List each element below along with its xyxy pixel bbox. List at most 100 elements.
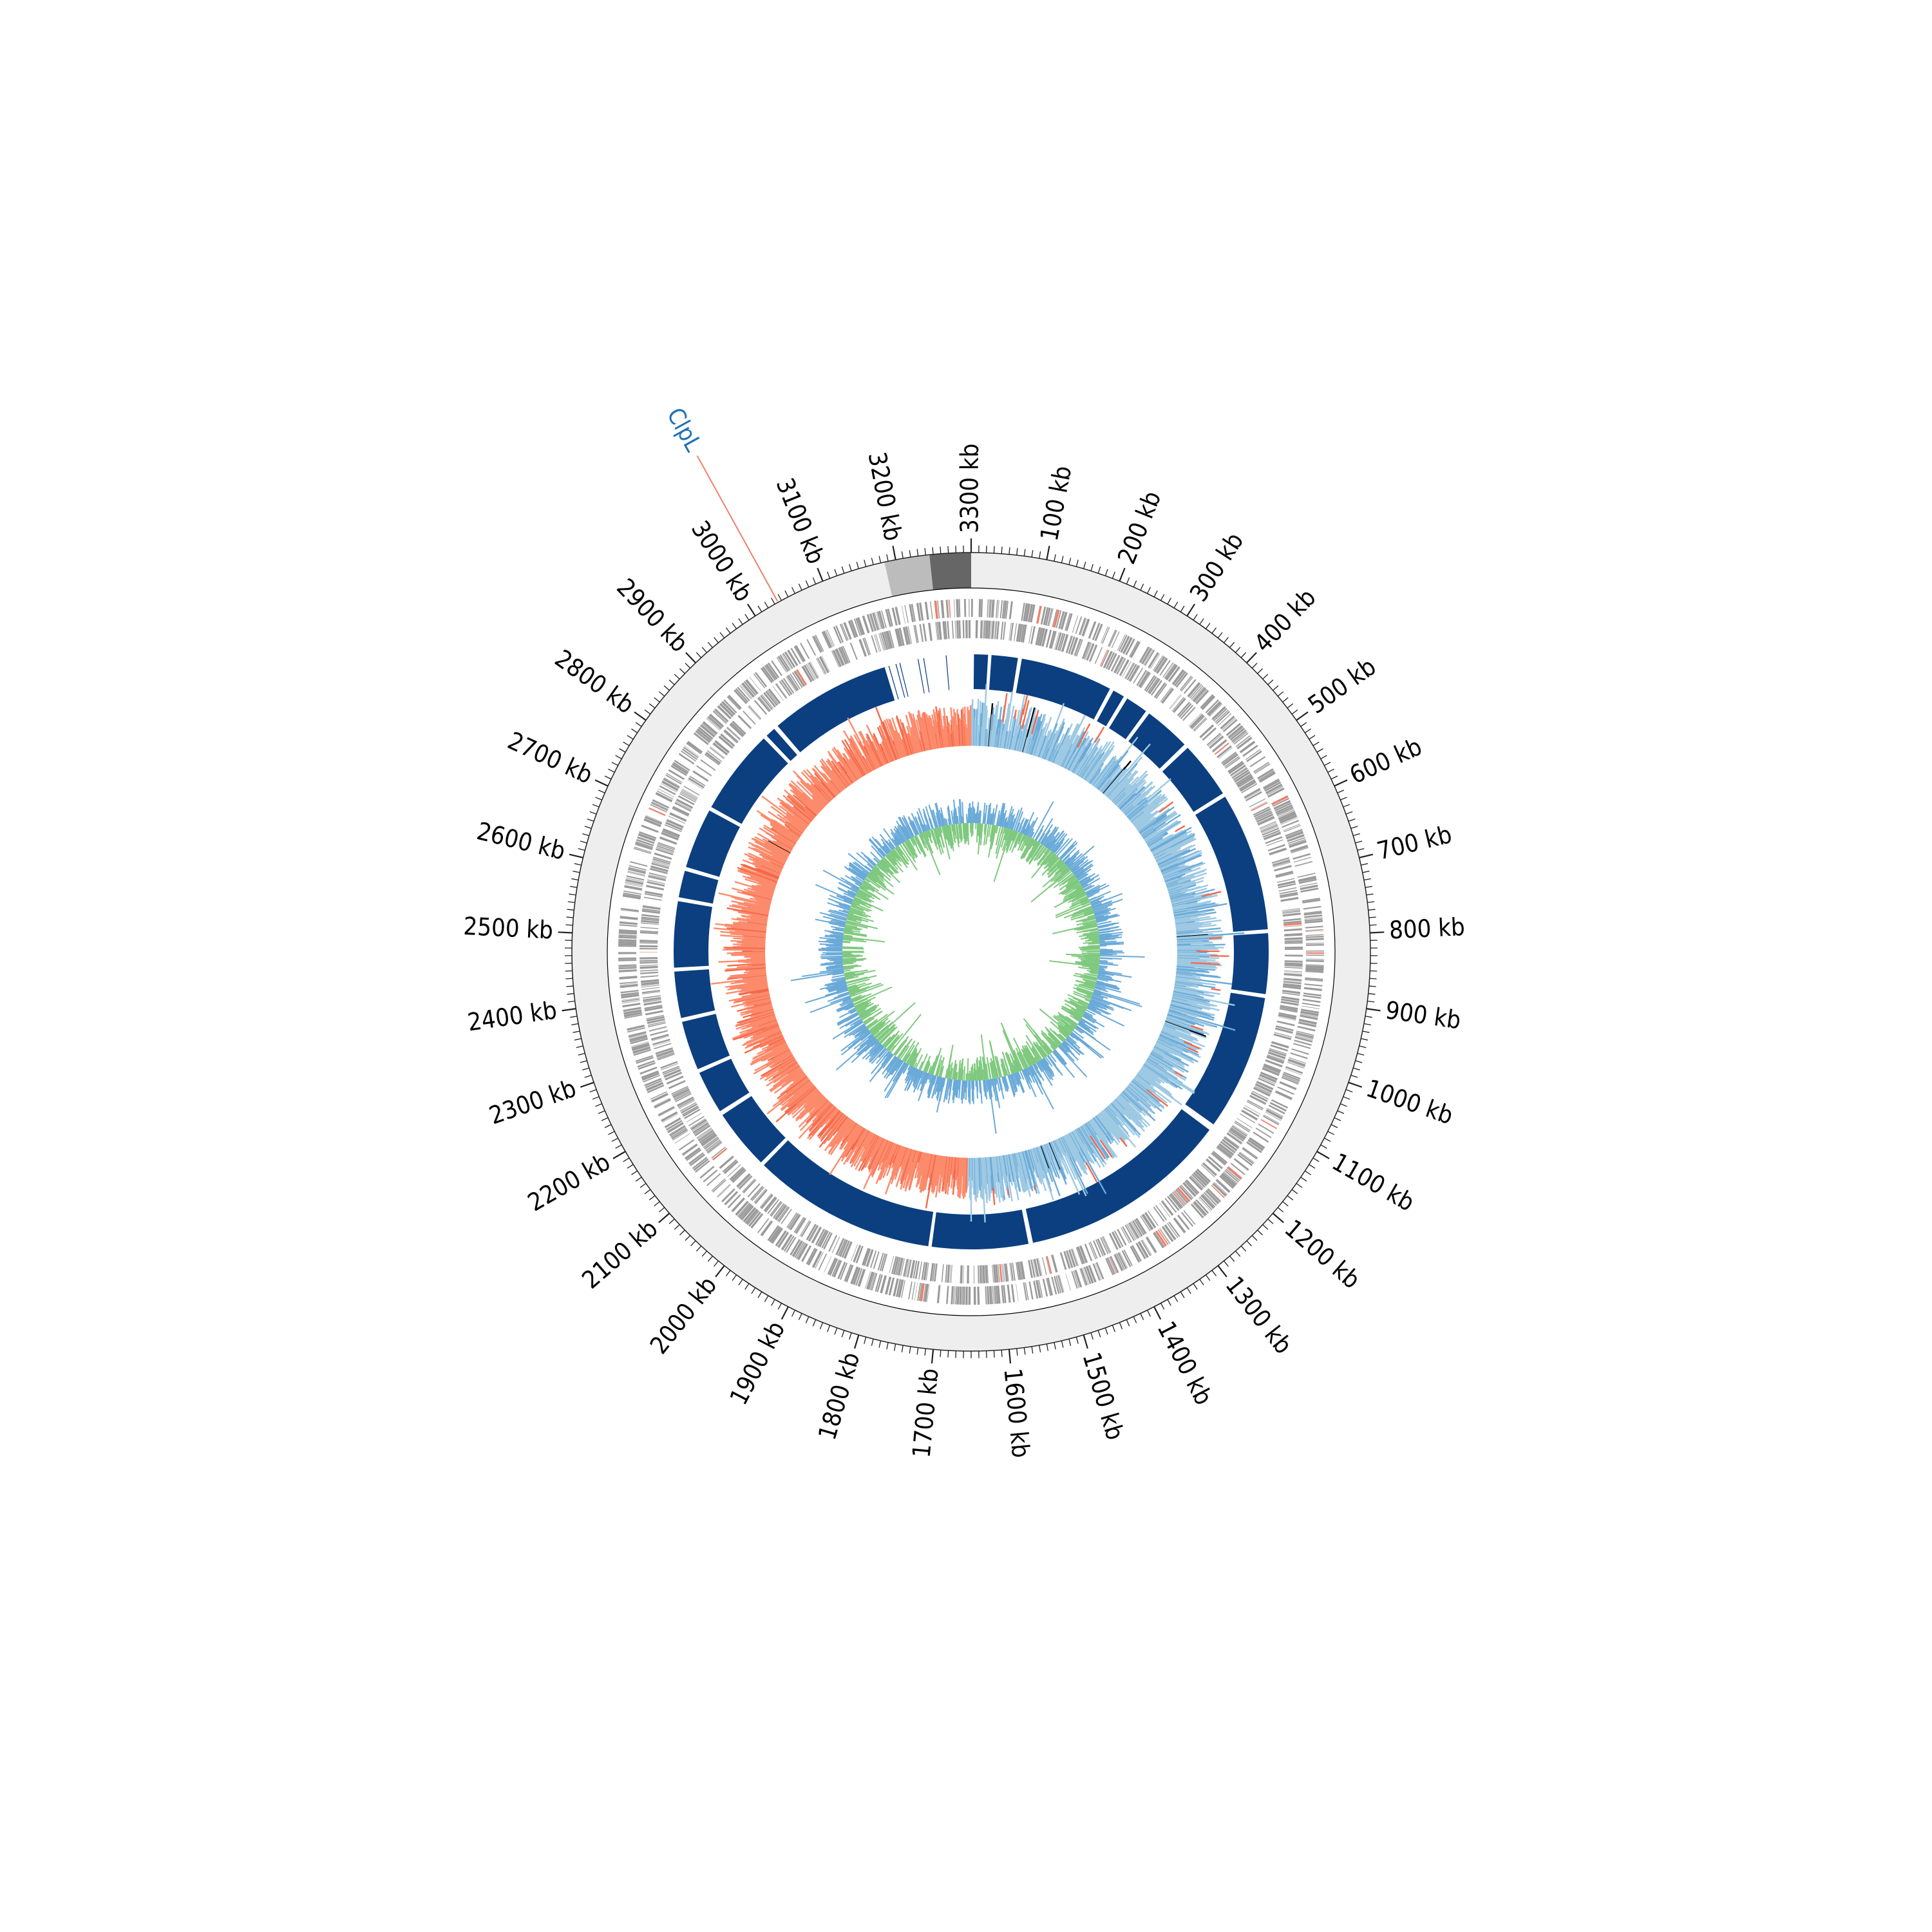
minor-tick xyxy=(1211,1270,1217,1276)
gene-feature xyxy=(1170,695,1182,710)
gene-feature xyxy=(1121,1227,1130,1244)
gene-feature xyxy=(1266,839,1283,846)
gene-feature xyxy=(795,1242,806,1259)
gene-feature xyxy=(656,845,674,853)
minor-tick xyxy=(777,1303,782,1310)
gene-feature xyxy=(618,935,637,938)
minor-tick xyxy=(685,663,691,668)
gene-feature xyxy=(767,1199,779,1215)
gene-feature xyxy=(1245,749,1261,761)
tick-label: 2600 kb xyxy=(474,817,568,866)
gene-feature xyxy=(1101,626,1108,643)
gene-feature xyxy=(1155,683,1168,699)
gene-feature xyxy=(1284,954,1303,957)
gene-feature xyxy=(906,626,911,645)
gene-feature xyxy=(674,759,690,772)
gene-feature xyxy=(1079,1245,1088,1264)
minor-tick xyxy=(757,605,762,612)
gene-feature xyxy=(696,765,712,777)
gene-feature xyxy=(1195,1170,1209,1185)
gene-feature xyxy=(655,791,673,802)
gene-feature xyxy=(1303,905,1321,910)
gene-feature xyxy=(1260,824,1278,831)
gene-feature xyxy=(649,807,666,817)
gene-feature xyxy=(1205,699,1218,713)
gene-feature xyxy=(862,1247,870,1266)
gene-feature xyxy=(667,1122,684,1133)
gene-feature xyxy=(718,735,734,749)
gene-feature xyxy=(1170,1193,1182,1209)
gene-feature xyxy=(672,1088,690,1099)
gene-feature xyxy=(866,614,874,632)
gene-feature xyxy=(843,1241,853,1259)
minor-tick xyxy=(623,741,630,746)
gene-feature xyxy=(723,1160,739,1175)
gene-feature xyxy=(686,1112,703,1122)
gene-feature xyxy=(1285,1068,1302,1075)
gene-feature xyxy=(656,847,674,854)
major-tick xyxy=(569,853,583,858)
gene-feature xyxy=(1284,962,1303,966)
gene-feature xyxy=(842,645,851,663)
major-tick xyxy=(612,1151,626,1159)
gene-feature xyxy=(1105,1258,1114,1276)
gene-feature xyxy=(849,642,858,660)
gene-feature xyxy=(991,1285,994,1304)
minor-tick xyxy=(1305,1170,1311,1175)
minor-tick xyxy=(1001,546,1003,554)
gene-feature xyxy=(662,1065,679,1074)
gene-feature xyxy=(692,1122,709,1134)
minor-tick xyxy=(841,566,845,574)
gene-feature xyxy=(1280,817,1298,825)
gene-feature xyxy=(1175,1188,1189,1204)
minor-tick xyxy=(1337,1110,1345,1114)
gene-feature xyxy=(958,620,961,639)
major-tick xyxy=(1008,1349,1012,1364)
gene-feature xyxy=(797,1243,808,1260)
gene-feature xyxy=(1108,1256,1117,1274)
gene-feature xyxy=(1273,862,1291,868)
gene-feature xyxy=(913,625,918,643)
gene-feature xyxy=(862,638,870,656)
gene-feature xyxy=(821,1231,831,1249)
gene-feature xyxy=(1188,712,1202,726)
gene-feature xyxy=(810,1226,819,1242)
gene-feature xyxy=(1086,643,1095,661)
gene-feature xyxy=(700,759,716,771)
gene-feature xyxy=(1233,732,1249,745)
gene-feature xyxy=(1280,896,1299,902)
minor-tick xyxy=(940,1350,942,1358)
tick-label: 1700 kb xyxy=(907,1367,944,1459)
gene-feature xyxy=(1278,812,1296,822)
gene-feature xyxy=(1222,1139,1238,1151)
gene-feature xyxy=(639,969,658,972)
minor-tick xyxy=(714,1260,719,1267)
gene-feature xyxy=(629,1034,647,1041)
gene-feature xyxy=(987,599,989,618)
gene-feature xyxy=(686,743,701,755)
gene-feature xyxy=(1251,1092,1268,1103)
gene-feature xyxy=(705,1139,721,1151)
minor-tick xyxy=(608,1131,615,1135)
gene-feature xyxy=(1126,663,1137,681)
gene-feature xyxy=(1164,663,1176,679)
gene-feature xyxy=(914,1260,920,1280)
gene-feature xyxy=(618,940,637,942)
gene-feature xyxy=(835,1238,845,1256)
major-tick xyxy=(1296,711,1309,721)
gc-content-low-bar xyxy=(996,826,999,834)
gene-feature xyxy=(779,681,791,697)
gene-feature xyxy=(732,1169,746,1183)
gene-feature xyxy=(849,620,857,638)
gene-feature xyxy=(1291,1048,1309,1055)
gene-feature xyxy=(661,780,679,791)
gene-feature xyxy=(690,1119,707,1131)
gene-feature xyxy=(1191,715,1205,730)
gene-feature xyxy=(1282,1075,1300,1083)
gene-feature xyxy=(853,1267,861,1285)
gene-feature xyxy=(1303,911,1322,914)
gene-feature xyxy=(1267,1055,1285,1062)
gene-feature xyxy=(1283,825,1301,833)
gene-feature xyxy=(639,942,658,944)
gene-feature xyxy=(1233,1158,1249,1171)
